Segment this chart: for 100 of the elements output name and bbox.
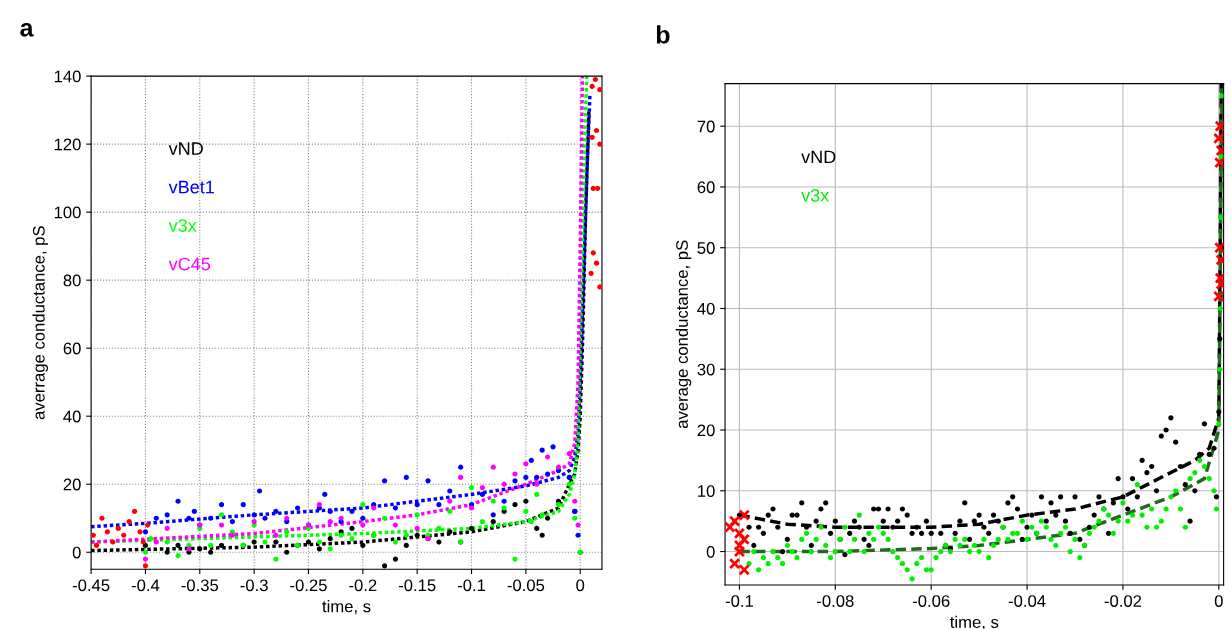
- point: [545, 471, 551, 477]
- point: [115, 525, 121, 532]
- point: [126, 519, 132, 525]
- point: [327, 546, 333, 552]
- point: [595, 185, 601, 191]
- point: [403, 542, 409, 549]
- point: [468, 525, 475, 532]
- point: [273, 556, 279, 562]
- point: [208, 515, 214, 521]
- point: [403, 474, 409, 481]
- y-tick-label: 40: [63, 410, 81, 423]
- y-axis-title: average conductance, pS: [675, 240, 692, 429]
- point: [733, 539, 746, 552]
- point: [142, 556, 149, 562]
- point: [381, 515, 388, 521]
- point: [572, 498, 578, 504]
- text: vND: [168, 142, 203, 155]
- point: [414, 512, 420, 518]
- text: v3x: [168, 219, 197, 232]
- point: [208, 542, 214, 549]
- point: [284, 549, 290, 555]
- point: [738, 533, 751, 546]
- point: [512, 502, 518, 508]
- point: [153, 539, 159, 545]
- point: [349, 536, 355, 542]
- point: [175, 498, 181, 504]
- x-tick-label: -0.1: [725, 595, 753, 607]
- point: [479, 491, 485, 498]
- x-tick-label: -0.08: [817, 595, 854, 607]
- point: [142, 549, 149, 555]
- x-tick-label: -0.4: [131, 579, 160, 592]
- y-tick-label: 0: [706, 545, 715, 558]
- point: [436, 539, 442, 545]
- text: vND: [801, 150, 836, 164]
- point: [327, 508, 333, 515]
- point: [240, 502, 246, 508]
- point: [512, 478, 518, 484]
- x-tick-label: -0.05: [507, 579, 545, 592]
- y-tick-label: 0: [72, 546, 81, 559]
- point: [208, 549, 214, 555]
- chart-title: b: [656, 25, 670, 44]
- point: [1215, 254, 1224, 266]
- text: vC45: [168, 257, 211, 271]
- point: [555, 464, 562, 470]
- point: [534, 481, 540, 487]
- y-tick-label: 120: [54, 138, 81, 151]
- y-tick-label: 40: [697, 302, 715, 315]
- point: [316, 539, 322, 545]
- point: [1213, 290, 1224, 303]
- point: [251, 512, 257, 518]
- point: [592, 76, 599, 83]
- point: [545, 515, 551, 521]
- point: [322, 491, 328, 498]
- point: [479, 519, 485, 525]
- point: [392, 556, 399, 562]
- y-tick-label: 80: [63, 274, 81, 287]
- y-tick-label: 100: [54, 206, 81, 219]
- point: [256, 488, 263, 494]
- point: [728, 515, 741, 527]
- point: [284, 529, 290, 535]
- point: [589, 83, 595, 89]
- point: [164, 512, 170, 518]
- x-tick-label: -0.06: [912, 595, 950, 607]
- point: [490, 498, 496, 504]
- point: [316, 546, 322, 552]
- point: [436, 525, 442, 532]
- text: vBet1: [168, 180, 214, 194]
- point: [131, 508, 138, 515]
- point: [725, 521, 736, 534]
- point: [566, 451, 572, 457]
- y-tick-label: 140: [54, 70, 81, 83]
- point: [1214, 156, 1224, 169]
- x-tick-label: -0.1: [457, 579, 486, 592]
- point: [197, 546, 203, 552]
- point: [1214, 272, 1224, 284]
- point: [738, 564, 751, 576]
- y-tick-label: 70: [697, 120, 715, 133]
- point: [539, 447, 545, 453]
- point: [501, 505, 507, 511]
- point: [262, 539, 268, 545]
- point: [414, 525, 420, 532]
- point: [733, 527, 746, 540]
- point: [327, 519, 333, 525]
- point: [360, 502, 366, 508]
- point: [262, 515, 268, 521]
- point: [523, 461, 529, 467]
- point: [588, 270, 594, 276]
- point: [142, 542, 149, 549]
- point: [436, 502, 442, 508]
- point: [523, 474, 529, 481]
- point: [338, 515, 344, 521]
- y-axis-title: averrage conductance, pS: [32, 226, 49, 420]
- x-tick-label: 0: [576, 579, 585, 592]
- point: [566, 481, 572, 487]
- y-tick-label: 60: [697, 181, 715, 194]
- x-tick-label: -0.02: [1104, 595, 1142, 607]
- point: [539, 532, 545, 538]
- point: [164, 539, 170, 545]
- x-tick-label: -0.25: [290, 579, 327, 592]
- point: [153, 515, 159, 521]
